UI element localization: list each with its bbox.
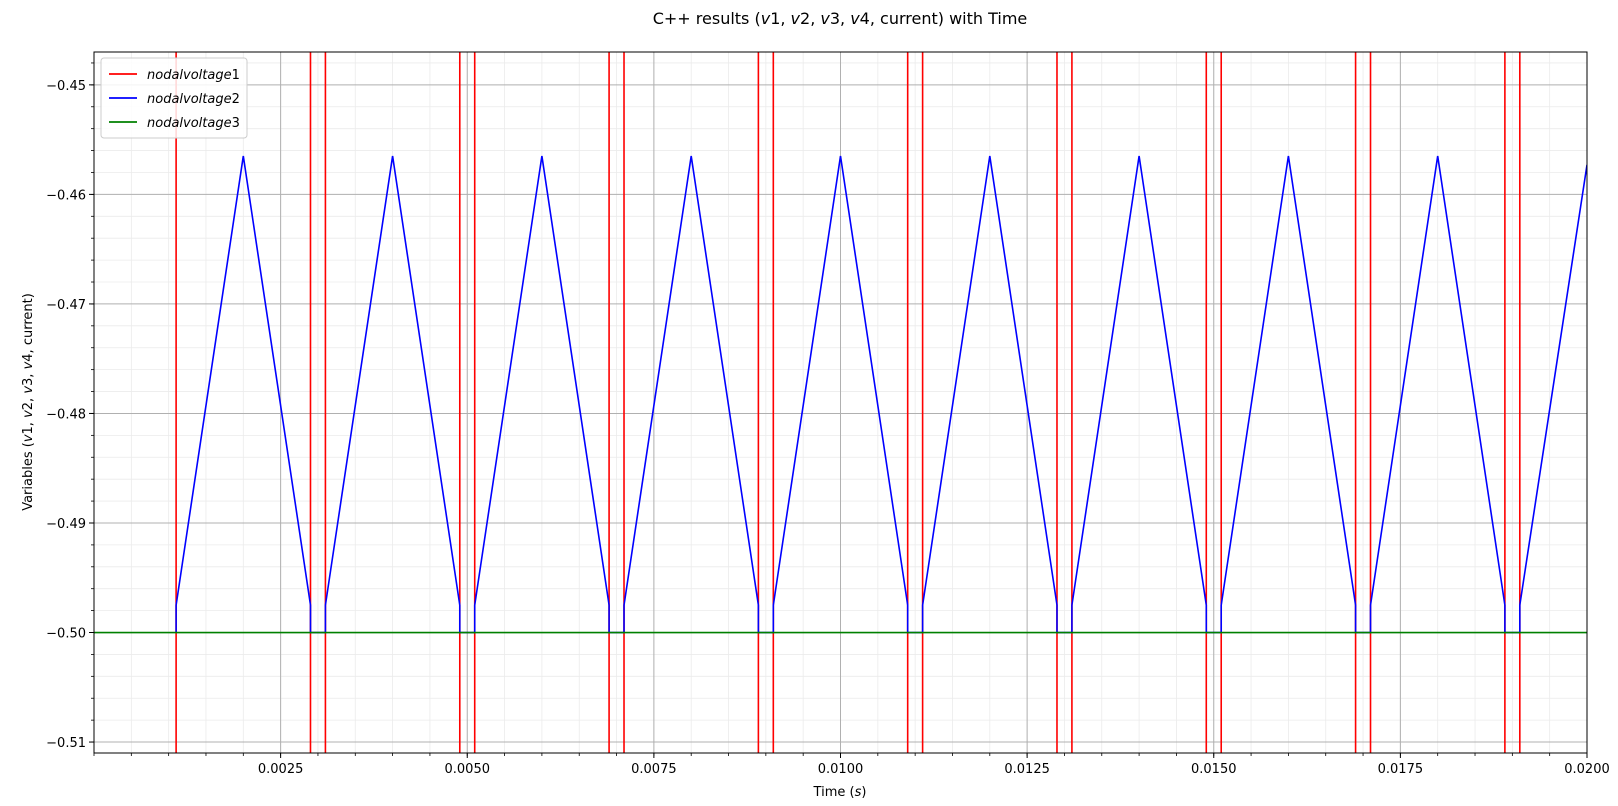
minor-grid xyxy=(91,52,1588,756)
y-tick-label: −0.45 xyxy=(46,79,86,94)
y-tick-label: −0.47 xyxy=(46,298,86,313)
x-axis-label: Time (s) xyxy=(813,785,867,800)
series-nodalvoltage1 xyxy=(175,52,1521,753)
line-nodalvoltage2 xyxy=(175,155,1587,634)
legend-label-nodalvoltage3: nodalvoltage3 xyxy=(147,116,240,131)
y-tick-label: −0.48 xyxy=(46,407,86,422)
x-tick-label: 0.0075 xyxy=(631,762,677,777)
x-tick-label: 0.0200 xyxy=(1564,762,1610,777)
x-tick-label: 0.0025 xyxy=(258,762,304,777)
chart-title: C++ results (v1, v2, v3, v4, current) wi… xyxy=(653,9,1028,28)
x-tick-label: 0.0150 xyxy=(1191,762,1237,777)
series-nodalvoltage2 xyxy=(175,155,1587,634)
y-axis: −0.45 −0.46 −0.47 −0.48 −0.49 −0.50 −0.51 xyxy=(46,79,94,751)
x-tick-label: 0.0100 xyxy=(818,762,864,777)
y-tick-label: −0.46 xyxy=(46,188,86,203)
plot-frame xyxy=(93,51,1588,754)
legend: nodalvoltage1 nodalvoltage2 nodalvoltage3 xyxy=(100,57,248,139)
y-axis-label: Variables (v1, v2, v3, v4, current) xyxy=(21,293,36,511)
legend-label-nodalvoltage2: nodalvoltage2 xyxy=(147,92,240,107)
legend-label-nodalvoltage1: nodalvoltage1 xyxy=(147,68,240,83)
y-tick-label: −0.50 xyxy=(46,627,86,642)
x-axis: 0.0025 0.0050 0.0075 0.0100 0.0125 0.0150 0.01… xyxy=(258,753,1610,777)
y-tick-label: −0.49 xyxy=(46,517,86,532)
x-tick-label: 0.0125 xyxy=(1004,762,1050,777)
legend-box xyxy=(100,57,248,139)
y-tick-label: −0.51 xyxy=(46,736,86,751)
series-layer xyxy=(94,52,1587,753)
x-tick-label: 0.0050 xyxy=(445,762,491,777)
x-tick-label: 0.0175 xyxy=(1378,762,1424,777)
